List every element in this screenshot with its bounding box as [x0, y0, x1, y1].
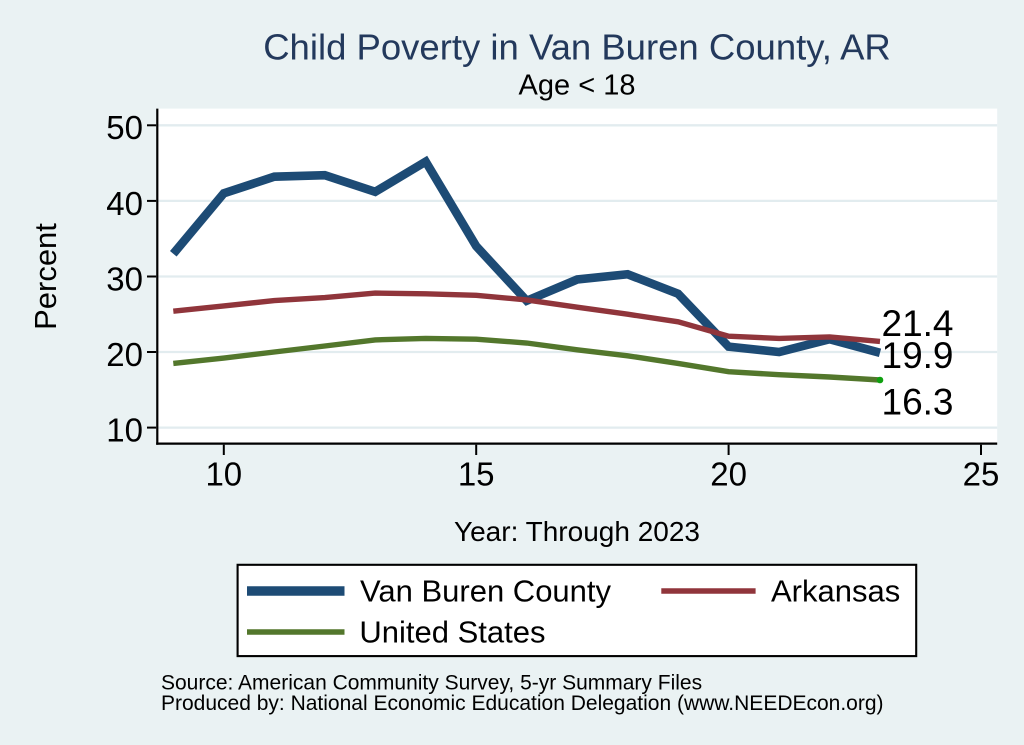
svg-text:United States: United States	[359, 614, 545, 649]
svg-text:21.4: 21.4	[882, 303, 954, 344]
svg-text:Van Buren County: Van Buren County	[360, 574, 612, 609]
svg-text:50: 50	[106, 109, 143, 146]
svg-text:25: 25	[963, 456, 1000, 493]
svg-text:19.9: 19.9	[882, 335, 954, 376]
svg-text:Source: American Community Sur: Source: American Community Survey, 5-yr …	[161, 671, 702, 694]
svg-text:Produced by: National Economic: Produced by: National Economic Education…	[161, 692, 884, 715]
svg-text:Percent: Percent	[28, 223, 63, 330]
svg-text:Year: Through 2023: Year: Through 2023	[454, 516, 700, 547]
svg-text:10: 10	[205, 456, 242, 493]
svg-text:20: 20	[106, 336, 143, 373]
svg-text:Arkansas: Arkansas	[771, 574, 900, 609]
svg-text:40: 40	[106, 185, 143, 222]
svg-text:16.3: 16.3	[882, 382, 954, 423]
svg-text:15: 15	[458, 456, 495, 493]
svg-text:Age < 18: Age < 18	[519, 70, 636, 102]
svg-text:20: 20	[710, 456, 747, 493]
svg-text:Child Poverty in Van Buren Cou: Child Poverty in Van Buren County, AR	[263, 27, 891, 68]
svg-text:10: 10	[106, 412, 143, 449]
svg-text:30: 30	[106, 261, 143, 298]
